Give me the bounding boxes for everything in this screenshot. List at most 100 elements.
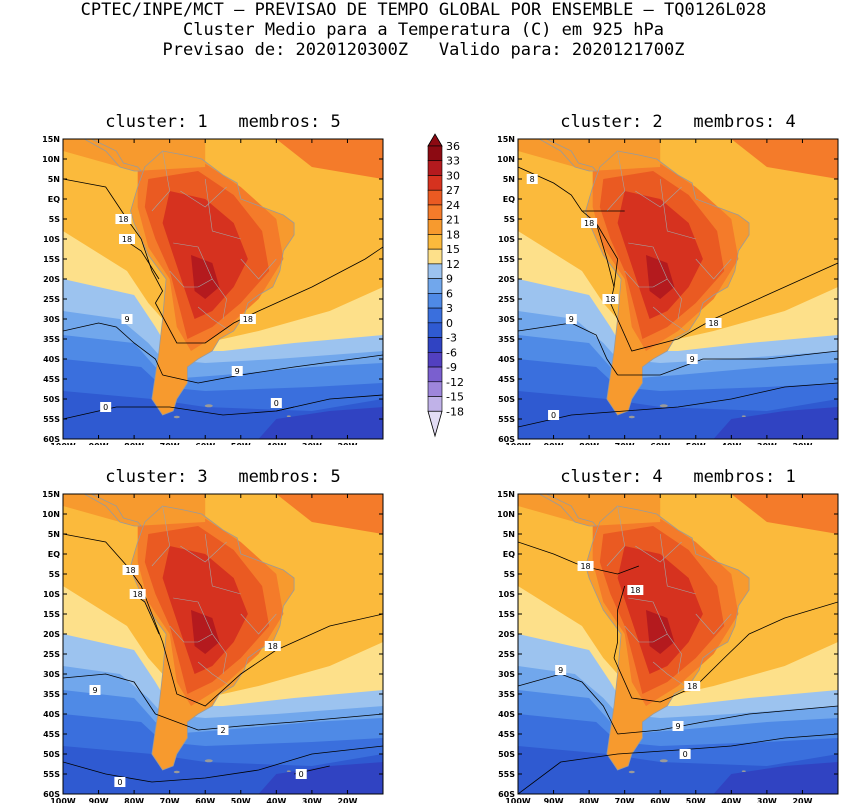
lat-tick-label: 15S	[43, 255, 60, 264]
country-border	[151, 150, 171, 212]
coastline	[130, 505, 295, 771]
contour-label: 0	[103, 403, 108, 412]
map-frame	[517, 493, 839, 795]
lat-tick-label: 20S	[498, 630, 515, 639]
lat-tick-label: 10S	[498, 235, 515, 244]
contour-label: 18	[133, 590, 143, 599]
country-border	[212, 278, 227, 320]
lat-tick-label: 55S	[498, 415, 515, 424]
contour-label-bg	[548, 410, 560, 420]
contour-line	[613, 601, 838, 703]
colorbar-label: -3	[446, 332, 457, 345]
colorbar-swatch	[427, 337, 443, 353]
contour-label-bg	[526, 174, 538, 184]
contour-label: 18	[243, 315, 253, 324]
island	[204, 404, 213, 408]
contour-label: 18	[122, 235, 132, 244]
coastline	[537, 139, 598, 172]
map-panel-cluster-4: 18 18 9 18 9 0 15N 10N 5N EQ 5S 10S 15S 20S 25S 30S 35S 4…	[497, 490, 839, 803]
contour-label: 2	[220, 726, 225, 735]
colorbar-swatch	[427, 307, 443, 324]
colorbar-label: -12	[446, 376, 464, 389]
contour-label-bg	[129, 589, 146, 599]
lon-tick-label: 20W	[792, 797, 812, 803]
contour-label-bg	[119, 234, 135, 244]
contour-label: 0	[683, 750, 688, 759]
country-border	[197, 306, 231, 332]
lat-tick-label: 60S	[43, 435, 60, 444]
lat-tick-label: EQ	[503, 550, 515, 559]
contour-line	[63, 322, 163, 376]
lat-tick-label: 45S	[43, 375, 60, 384]
contour-label: 9	[235, 367, 240, 376]
temperature-band	[258, 762, 383, 794]
contour-label: 18	[118, 215, 128, 224]
island	[173, 415, 180, 419]
lon-tick-label: 100W	[505, 442, 531, 445]
contour-label: 9	[675, 722, 680, 731]
colorbar-swatch	[427, 366, 443, 383]
lat-tick-label: 55S	[43, 770, 60, 779]
contour-line	[518, 166, 625, 212]
lon-tick-label: 60W	[650, 442, 670, 445]
colorbar-swatch	[427, 381, 443, 397]
country-border	[628, 597, 668, 643]
contour-line	[518, 733, 838, 794]
contour-label-bg	[270, 398, 282, 408]
lat-tick-label: 15S	[498, 255, 515, 264]
lat-tick-label: 40S	[498, 355, 515, 364]
colorbar-swatch	[427, 278, 443, 294]
colorbar-swatch	[427, 145, 443, 162]
lon-tick-label: 90W	[544, 442, 564, 445]
temperature-band	[191, 610, 220, 654]
country-border	[151, 505, 171, 567]
contour-label: 0	[551, 411, 556, 420]
country-border	[173, 597, 213, 643]
temperature-band	[646, 610, 675, 654]
contour-line	[162, 613, 383, 707]
lat-tick-label: 55S	[498, 770, 515, 779]
colorbar-swatch	[427, 160, 443, 176]
contour-line	[63, 745, 383, 783]
lat-tick-label: 15S	[43, 610, 60, 619]
lon-tick-label: 30W	[302, 797, 322, 803]
header-title: CPTEC/INPE/MCT – PREVISAO DE TEMPO GLOBA…	[80, 0, 767, 20]
lon-tick-label: 90W	[544, 797, 564, 803]
lat-tick-label: 10N	[497, 155, 515, 164]
lon-tick-label: 50W	[686, 797, 706, 803]
country-border	[628, 242, 668, 288]
lat-tick-label: 50S	[498, 750, 515, 759]
contour-label-bg	[602, 294, 619, 304]
contour-label-bg	[239, 314, 256, 324]
lat-tick-label: 30S	[498, 670, 515, 679]
contour-label-bg	[686, 354, 698, 364]
lon-tick-label: 50W	[231, 442, 251, 445]
lat-tick-label: 35S	[498, 335, 515, 344]
lat-tick-label: 5N	[503, 530, 515, 539]
coastline	[585, 150, 750, 416]
colorbar-swatch	[427, 396, 443, 412]
lon-tick-label: 40W	[721, 442, 741, 445]
country-border	[659, 178, 696, 240]
lon-tick-label: 30W	[302, 442, 322, 445]
country-border	[667, 278, 682, 320]
contour-label: 18	[268, 642, 278, 651]
colorbar-label: -6	[446, 346, 457, 359]
colorbar-swatch	[427, 175, 443, 191]
contour-line	[276, 406, 295, 412]
island	[659, 404, 668, 408]
lat-tick-label: 20S	[498, 275, 515, 284]
colorbar-swatch	[427, 189, 443, 206]
contour-label: 18	[605, 295, 615, 304]
contour-label-bg	[100, 402, 112, 412]
lat-tick-label: 5S	[504, 570, 516, 579]
colorbar-swatch	[427, 293, 443, 309]
coastline	[82, 139, 143, 172]
colorbar-label: 24	[446, 199, 460, 212]
temperature-band	[646, 255, 675, 299]
lat-tick-label: 10N	[42, 155, 60, 164]
country-border	[197, 661, 231, 687]
lat-tick-label: EQ	[48, 195, 60, 204]
contour-label: 9	[124, 315, 129, 324]
island	[204, 759, 213, 763]
